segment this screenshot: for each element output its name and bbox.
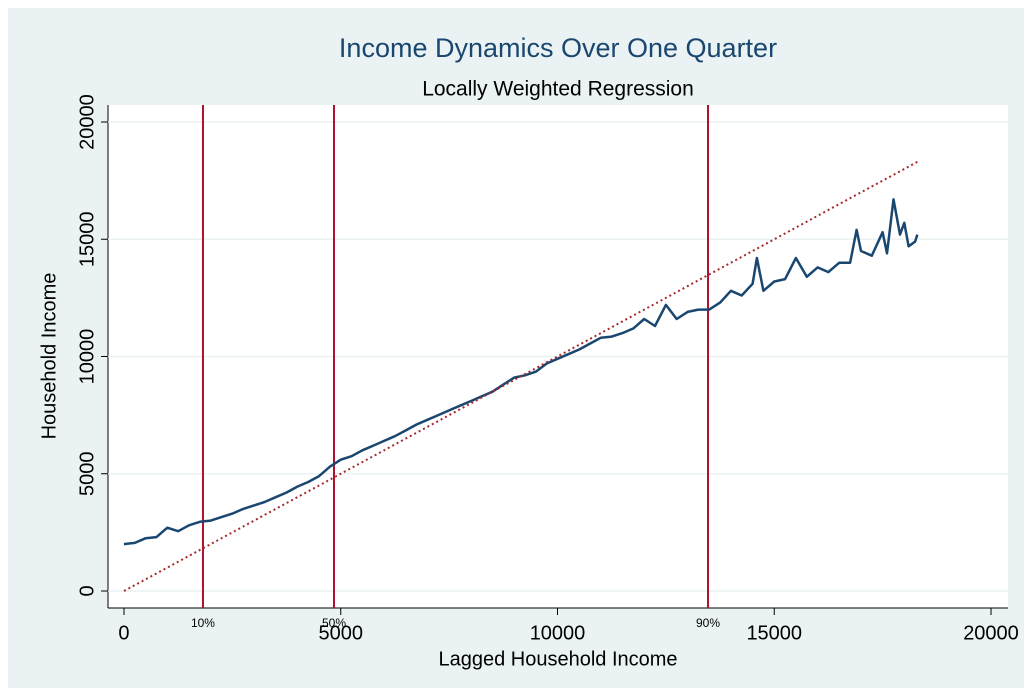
data-line: [123, 198, 919, 546]
reference-label: 50%: [322, 616, 346, 630]
x-tick-label: 0: [118, 622, 129, 644]
reference-label: 10%: [191, 616, 215, 630]
x-tick-label: 20000: [963, 622, 1019, 644]
chart-subtitle: Locally Weighted Regression: [422, 78, 694, 101]
y-tick-label: 0: [76, 585, 98, 596]
reference-diagonal: [123, 161, 918, 592]
x-tick-label: 15000: [746, 622, 802, 644]
x-axis-title: Lagged Household Income: [438, 648, 677, 670]
y-tick-label: 15000: [76, 211, 98, 267]
x-tick-label: 5000: [318, 622, 363, 644]
y-axis-title: Household Income: [38, 273, 60, 440]
y-tick-label: 10000: [76, 329, 98, 385]
chart-title: Income Dynamics Over One Quarter: [339, 33, 777, 63]
y-tick-label: 20000: [76, 94, 98, 150]
x-tick-label: 10000: [530, 622, 586, 644]
y-tick-label: 5000: [76, 451, 98, 496]
reference-label: 90%: [696, 616, 720, 630]
